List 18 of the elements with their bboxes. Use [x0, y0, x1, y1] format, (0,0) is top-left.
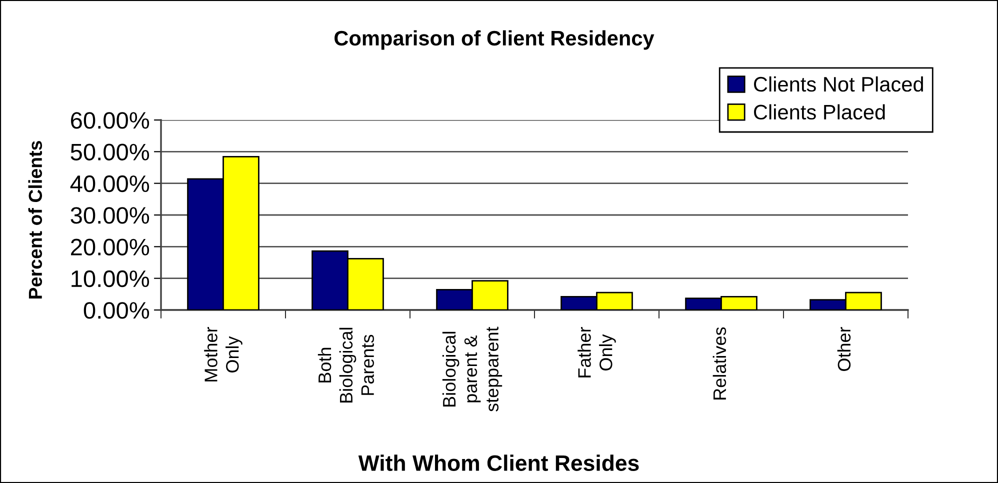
y-tick-label: 60.00% [71, 112, 150, 129]
y-tick-label: 0.00% [84, 302, 150, 319]
y-tick-label: 50.00% [70, 144, 150, 160]
x-axis-title: With Whom Client Resides [358, 454, 639, 471]
y-tick-label: 40.00% [70, 175, 150, 192]
x-tick-label: Mother Only [204, 326, 242, 382]
y-tick-label: 30.00% [70, 207, 150, 224]
y-axis-title: Percent of Clients [28, 141, 42, 298]
y-tick-label: 10.00% [72, 270, 150, 288]
legend-label: Clients Placed [754, 104, 885, 120]
x-tick-label: Other [837, 326, 851, 371]
x-tick-label: Both Biological Parents [318, 328, 374, 402]
chart-title: Comparison of Client Residency [334, 30, 654, 50]
legend-label: Clients Not Placed [754, 76, 923, 92]
x-tick-label: Relatives [712, 327, 726, 400]
x-tick-label: Father Only [578, 326, 616, 378]
x-tick-label: Biological parent & stepparent [442, 326, 502, 412]
y-tick-label: 20.00% [71, 238, 150, 256]
